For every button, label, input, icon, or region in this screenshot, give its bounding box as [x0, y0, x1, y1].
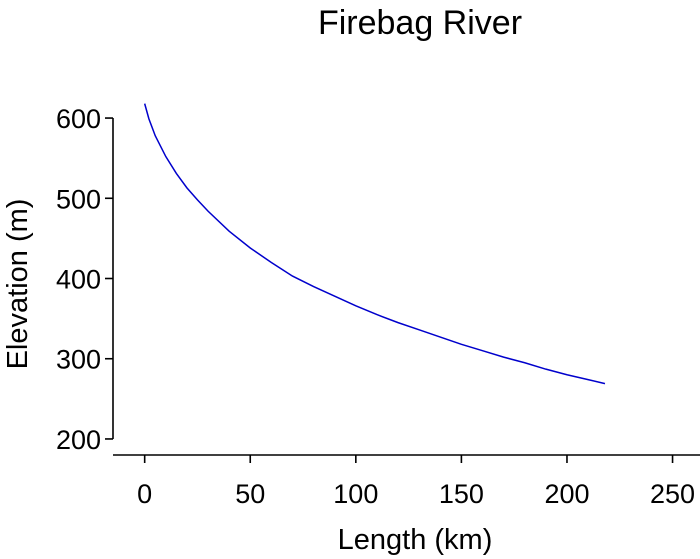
x-tick-label: 50: [235, 479, 265, 509]
x-axis-label: Length (km): [338, 524, 493, 556]
axes: 200 300 400 500 600 0 50 100 150 200 250: [56, 104, 700, 509]
y-tick-label: 300: [56, 345, 101, 375]
chart-title: Firebag River: [318, 4, 522, 42]
y-tick-label: 200: [56, 425, 101, 455]
x-tick-label: 100: [333, 479, 378, 509]
x-tick-label: 250: [650, 479, 695, 509]
x-tick-label: 200: [544, 479, 589, 509]
elevation-series-line: [143, 103, 606, 385]
y-tick-label: 500: [56, 184, 101, 214]
y-axis-label: Elevation (m): [2, 199, 34, 370]
y-tick-label: 400: [56, 265, 101, 295]
x-tick-label: 150: [439, 479, 484, 509]
y-tick-label: 600: [56, 104, 101, 134]
x-tick-label: 0: [137, 479, 152, 509]
